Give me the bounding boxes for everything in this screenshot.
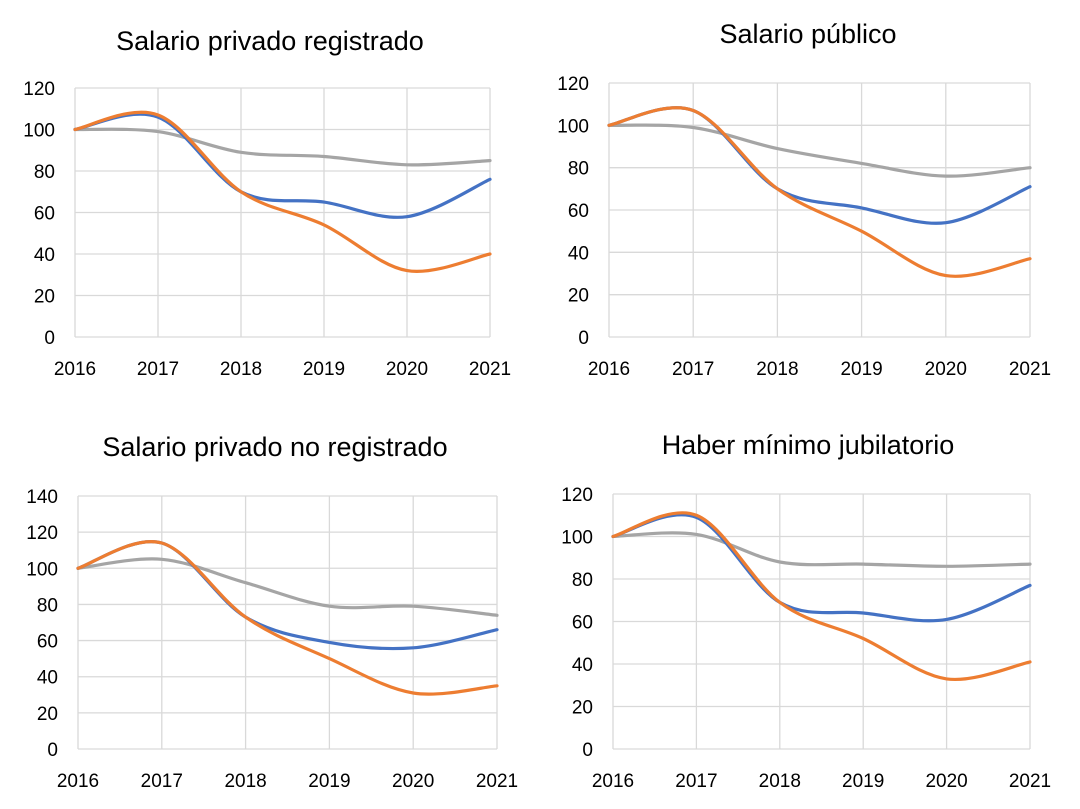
x-tick-label: 2017 xyxy=(141,771,183,792)
line-chart-4: Haber mínimo jubilatorio 0 20 40 60 80 100 120 2… xyxy=(561,430,1051,792)
y-tick-label: 60 xyxy=(37,632,58,653)
y-tick-label: 40 xyxy=(568,243,589,264)
x-tick-label: 2021 xyxy=(476,771,518,792)
y-tick-label: 120 xyxy=(23,79,55,100)
y-tick-label: 100 xyxy=(561,528,593,549)
x-tick-label: 2016 xyxy=(588,359,630,380)
y-tick-label: 120 xyxy=(557,74,589,95)
y-tick-label: 80 xyxy=(34,162,55,183)
x-tick-label: 2021 xyxy=(469,359,511,380)
y-tick-label: 80 xyxy=(572,570,593,591)
x-tick-label: 2017 xyxy=(672,359,714,380)
y-tick-label: 40 xyxy=(37,668,58,689)
series-line-blue xyxy=(611,513,1032,623)
series-line-gray xyxy=(76,557,499,617)
series-line-gray xyxy=(73,127,492,167)
chart-title: Salario público xyxy=(719,19,896,49)
x-tick-label: 2017 xyxy=(675,771,717,792)
y-tick-label: 60 xyxy=(572,613,593,634)
y-tick-label: 20 xyxy=(34,287,55,308)
series-line-gray xyxy=(607,123,1032,178)
x-tick-label: 2018 xyxy=(756,359,798,380)
x-tick-label: 2018 xyxy=(759,771,801,792)
x-tick-label: 2016 xyxy=(54,359,96,380)
y-tick-label: 0 xyxy=(582,740,593,761)
x-tick-label: 2019 xyxy=(842,771,884,792)
x-tick-label: 2016 xyxy=(57,771,99,792)
y-tick-label: 80 xyxy=(37,595,58,616)
y-tick-label: 40 xyxy=(572,655,593,676)
y-tick-label: 100 xyxy=(26,559,58,580)
x-tick-label: 2018 xyxy=(220,359,262,380)
line-chart-1: Salario privado registrado 0 20 40 60 80 100 12… xyxy=(23,26,511,380)
y-tick-label: 20 xyxy=(568,286,589,307)
y-tick-label: 0 xyxy=(47,740,58,761)
y-tick-label: 20 xyxy=(572,698,593,719)
series-line-orange xyxy=(611,511,1032,682)
y-tick-label: 20 xyxy=(37,704,58,725)
y-tick-label: 80 xyxy=(568,159,589,180)
y-tick-label: 100 xyxy=(23,121,55,142)
x-tick-label: 2021 xyxy=(1009,771,1051,792)
series-line-orange xyxy=(73,110,492,273)
x-tick-label: 2018 xyxy=(224,771,266,792)
chart-title: Salario privado no registrado xyxy=(102,432,447,462)
x-tick-label: 2019 xyxy=(303,359,345,380)
y-tick-label: 40 xyxy=(34,245,55,266)
line-chart-3: Salario privado no registrado 0 20 40 60 80 10… xyxy=(26,432,518,792)
chart-title: Haber mínimo jubilatorio xyxy=(662,430,955,460)
y-tick-label: 120 xyxy=(26,523,58,544)
y-tick-label: 0 xyxy=(578,328,589,349)
y-tick-label: 120 xyxy=(561,485,593,506)
x-tick-label: 2017 xyxy=(137,359,179,380)
y-tick-label: 140 xyxy=(26,487,58,508)
y-tick-label: 60 xyxy=(34,204,55,225)
series-line-gray xyxy=(611,531,1032,568)
line-chart-2: Salario público 0 20 40 60 80 100 120 2016 2017 20… xyxy=(557,19,1051,380)
x-tick-label: 2019 xyxy=(840,359,882,380)
series-line-orange xyxy=(76,540,499,696)
y-tick-label: 0 xyxy=(44,328,55,349)
x-tick-label: 2021 xyxy=(1009,359,1051,380)
x-tick-label: 2020 xyxy=(925,359,967,380)
chart-title: Salario privado registrado xyxy=(116,26,424,56)
x-tick-label: 2020 xyxy=(925,771,967,792)
series-line-orange xyxy=(607,106,1032,278)
x-tick-label: 2019 xyxy=(308,771,350,792)
series-line-blue xyxy=(73,112,492,219)
y-tick-label: 100 xyxy=(557,116,589,137)
x-tick-label: 2020 xyxy=(392,771,434,792)
y-tick-label: 60 xyxy=(568,201,589,222)
x-tick-label: 2016 xyxy=(592,771,634,792)
x-tick-label: 2020 xyxy=(386,359,428,380)
